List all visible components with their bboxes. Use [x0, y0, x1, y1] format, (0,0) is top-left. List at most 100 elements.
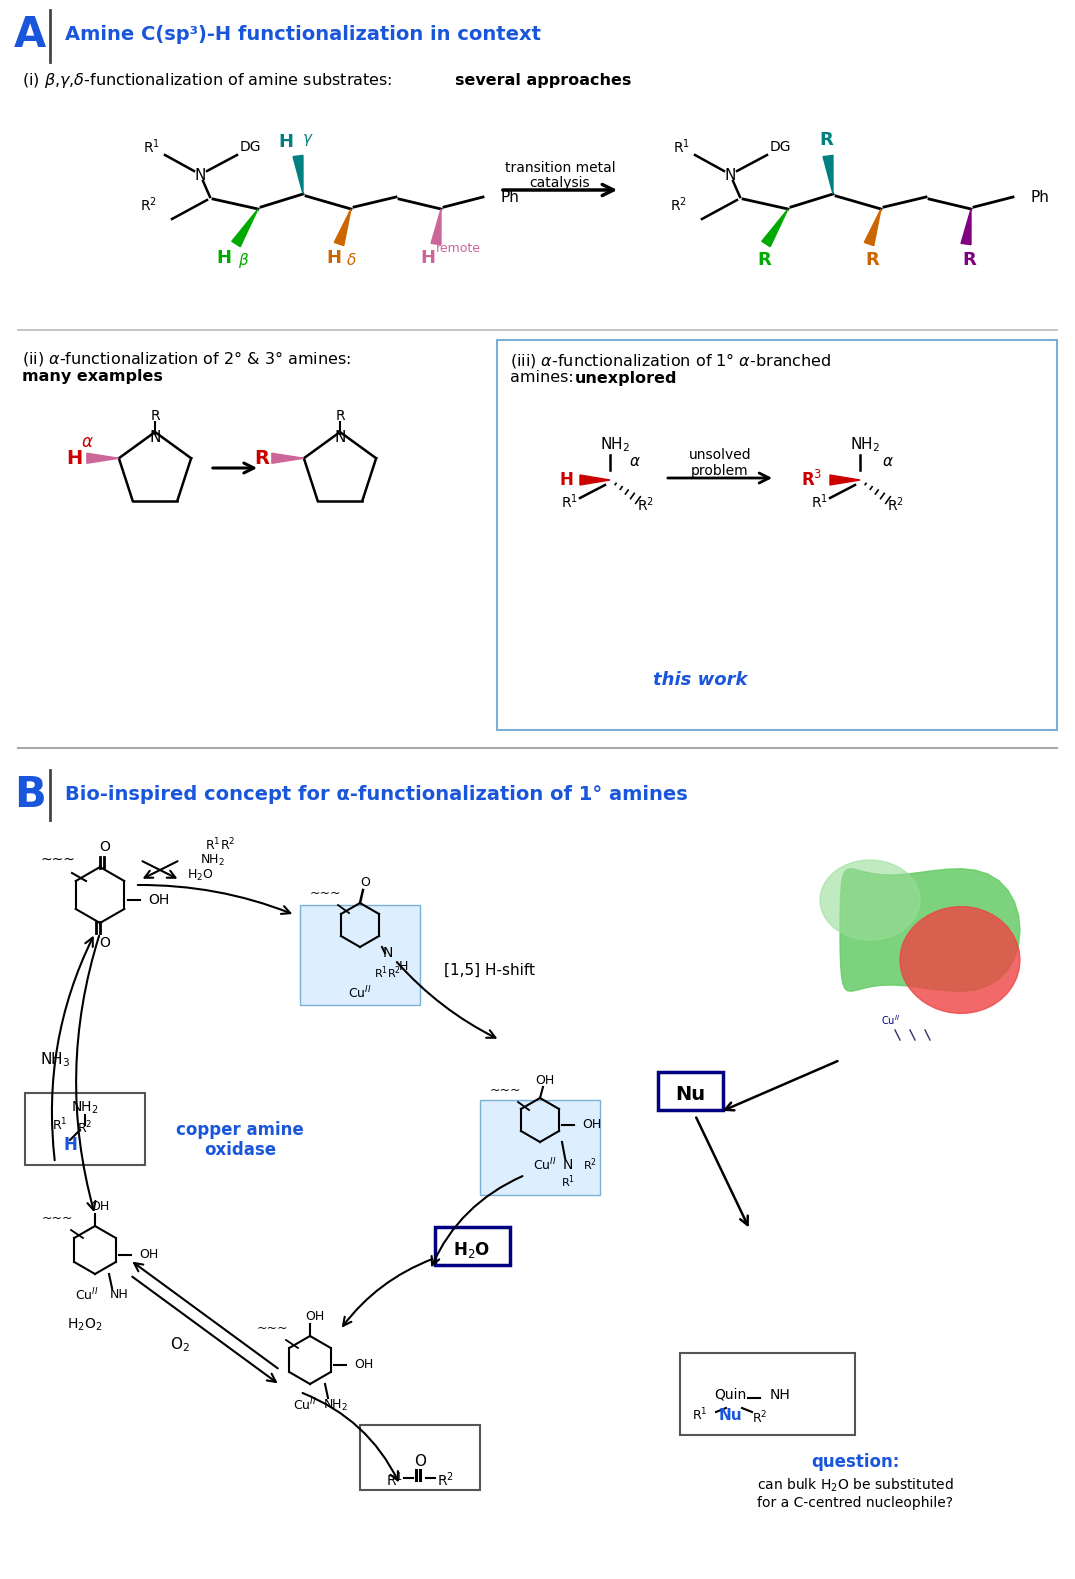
Text: R$^2$: R$^2$ — [436, 1470, 454, 1489]
Text: R: R — [757, 251, 771, 268]
FancyBboxPatch shape — [658, 1072, 723, 1110]
Text: NH$_2$: NH$_2$ — [71, 1101, 99, 1116]
Text: H$_2$O: H$_2$O — [187, 867, 213, 883]
Text: H: H — [67, 448, 83, 467]
Text: Cu$^{II}$: Cu$^{II}$ — [75, 1287, 99, 1303]
Text: R$^1$: R$^1$ — [205, 837, 220, 853]
Text: NH$_2$: NH$_2$ — [322, 1397, 347, 1413]
Text: Cu$^{II}$: Cu$^{II}$ — [880, 1014, 900, 1026]
Text: (iii) $\alpha$-functionalization of 1° $\alpha$-branched: (iii) $\alpha$-functionalization of 1° $… — [510, 351, 832, 369]
Text: Bio-inspired concept for α-functionalization of 1° amines: Bio-inspired concept for α-functionaliza… — [64, 785, 688, 804]
Polygon shape — [840, 868, 1020, 992]
Text: $\delta$: $\delta$ — [346, 253, 356, 268]
Polygon shape — [431, 208, 441, 245]
FancyBboxPatch shape — [360, 1424, 481, 1491]
Text: Quin: Quin — [714, 1388, 746, 1402]
Polygon shape — [900, 906, 1020, 1014]
Text: ~~~: ~~~ — [41, 1211, 73, 1224]
Text: H$_2$O: H$_2$O — [454, 1240, 490, 1260]
Text: Nu: Nu — [718, 1407, 742, 1423]
Text: R$^2$: R$^2$ — [887, 496, 903, 515]
Text: R: R — [819, 131, 833, 148]
Text: problem: problem — [691, 464, 749, 478]
Text: NH$_3$: NH$_3$ — [40, 1050, 70, 1069]
Polygon shape — [762, 208, 788, 246]
Text: H: H — [63, 1135, 77, 1154]
Text: (ii) $\alpha$-functionalization of 2° & 3° amines:: (ii) $\alpha$-functionalization of 2° & … — [22, 349, 352, 368]
Text: R$^1$: R$^1$ — [561, 493, 578, 512]
Text: Ph: Ph — [1031, 189, 1050, 205]
Text: Cu$^{II}$: Cu$^{II}$ — [293, 1397, 317, 1413]
Text: H: H — [327, 249, 342, 267]
Text: N: N — [563, 1157, 573, 1172]
Text: Nu: Nu — [675, 1085, 705, 1104]
Text: R$^1$: R$^1$ — [673, 137, 690, 156]
Text: R$^2$: R$^2$ — [220, 837, 235, 853]
FancyBboxPatch shape — [435, 1227, 510, 1265]
Text: Ph: Ph — [501, 189, 520, 205]
Text: H: H — [278, 133, 293, 152]
Text: N: N — [149, 431, 160, 445]
Text: DG: DG — [240, 141, 261, 155]
Text: Cu$^{II}$: Cu$^{II}$ — [348, 985, 372, 1001]
Text: oxidase: oxidase — [204, 1142, 276, 1159]
Text: this work: this work — [653, 671, 747, 688]
Polygon shape — [293, 155, 303, 194]
Text: R$^2$: R$^2$ — [583, 1157, 597, 1173]
Text: NH$_2$: NH$_2$ — [600, 436, 630, 455]
Text: H: H — [399, 960, 407, 974]
Text: O: O — [100, 840, 111, 854]
Text: R$^2$: R$^2$ — [77, 1120, 92, 1137]
Text: OH: OH — [535, 1074, 555, 1086]
Text: OH: OH — [582, 1118, 601, 1132]
Polygon shape — [864, 208, 882, 246]
Text: R$^2$: R$^2$ — [670, 196, 687, 215]
Polygon shape — [820, 861, 920, 940]
Polygon shape — [580, 475, 610, 485]
Text: R$^1$: R$^1$ — [692, 1407, 707, 1423]
Text: transition metal: transition metal — [504, 161, 615, 175]
Polygon shape — [87, 453, 119, 463]
Text: $\alpha$: $\alpha$ — [883, 455, 894, 469]
Text: R: R — [151, 409, 160, 423]
Text: R: R — [962, 251, 976, 268]
Text: R$^2$: R$^2$ — [636, 496, 654, 515]
Text: ~~~: ~~~ — [256, 1322, 288, 1334]
Text: H: H — [420, 249, 435, 267]
Text: unsolved: unsolved — [689, 448, 751, 463]
Text: [1,5] H-shift: [1,5] H-shift — [444, 963, 535, 977]
Text: R: R — [335, 409, 345, 423]
Text: N: N — [383, 946, 393, 960]
Text: copper amine: copper amine — [176, 1121, 304, 1138]
Text: R$^2$: R$^2$ — [752, 1410, 768, 1426]
Text: $\alpha$: $\alpha$ — [81, 433, 94, 452]
FancyBboxPatch shape — [680, 1353, 855, 1435]
Text: OH: OH — [148, 894, 169, 906]
Text: N: N — [334, 431, 346, 445]
Text: $\beta$: $\beta$ — [239, 251, 249, 270]
Text: A: A — [14, 14, 46, 55]
FancyBboxPatch shape — [497, 339, 1057, 729]
Text: for a C-centred nucleophile?: for a C-centred nucleophile? — [757, 1495, 954, 1510]
Polygon shape — [272, 453, 304, 463]
Polygon shape — [334, 208, 352, 246]
Text: OH: OH — [139, 1249, 158, 1262]
Text: O: O — [100, 936, 111, 951]
Text: ~~~: ~~~ — [41, 853, 75, 867]
Text: amines:: amines: — [510, 371, 578, 385]
Text: DG: DG — [770, 141, 791, 155]
Text: R$^1$R$^2$: R$^1$R$^2$ — [374, 965, 402, 981]
Text: N: N — [725, 167, 735, 183]
Text: O: O — [414, 1454, 426, 1470]
Text: R$^1$: R$^1$ — [561, 1173, 575, 1191]
Text: NH$_2$: NH$_2$ — [200, 853, 225, 867]
FancyBboxPatch shape — [300, 905, 420, 1004]
Text: O: O — [360, 876, 370, 889]
Text: catalysis: catalysis — [530, 175, 590, 189]
Text: H$_2$O$_2$: H$_2$O$_2$ — [68, 1317, 103, 1333]
FancyBboxPatch shape — [25, 1093, 145, 1165]
Text: Amine C(sp³)-H functionalization in context: Amine C(sp³)-H functionalization in cont… — [64, 25, 541, 44]
Text: OH: OH — [90, 1200, 110, 1214]
Text: many examples: many examples — [22, 368, 163, 384]
Text: can bulk H$_2$O be substituted: can bulk H$_2$O be substituted — [757, 1476, 954, 1494]
